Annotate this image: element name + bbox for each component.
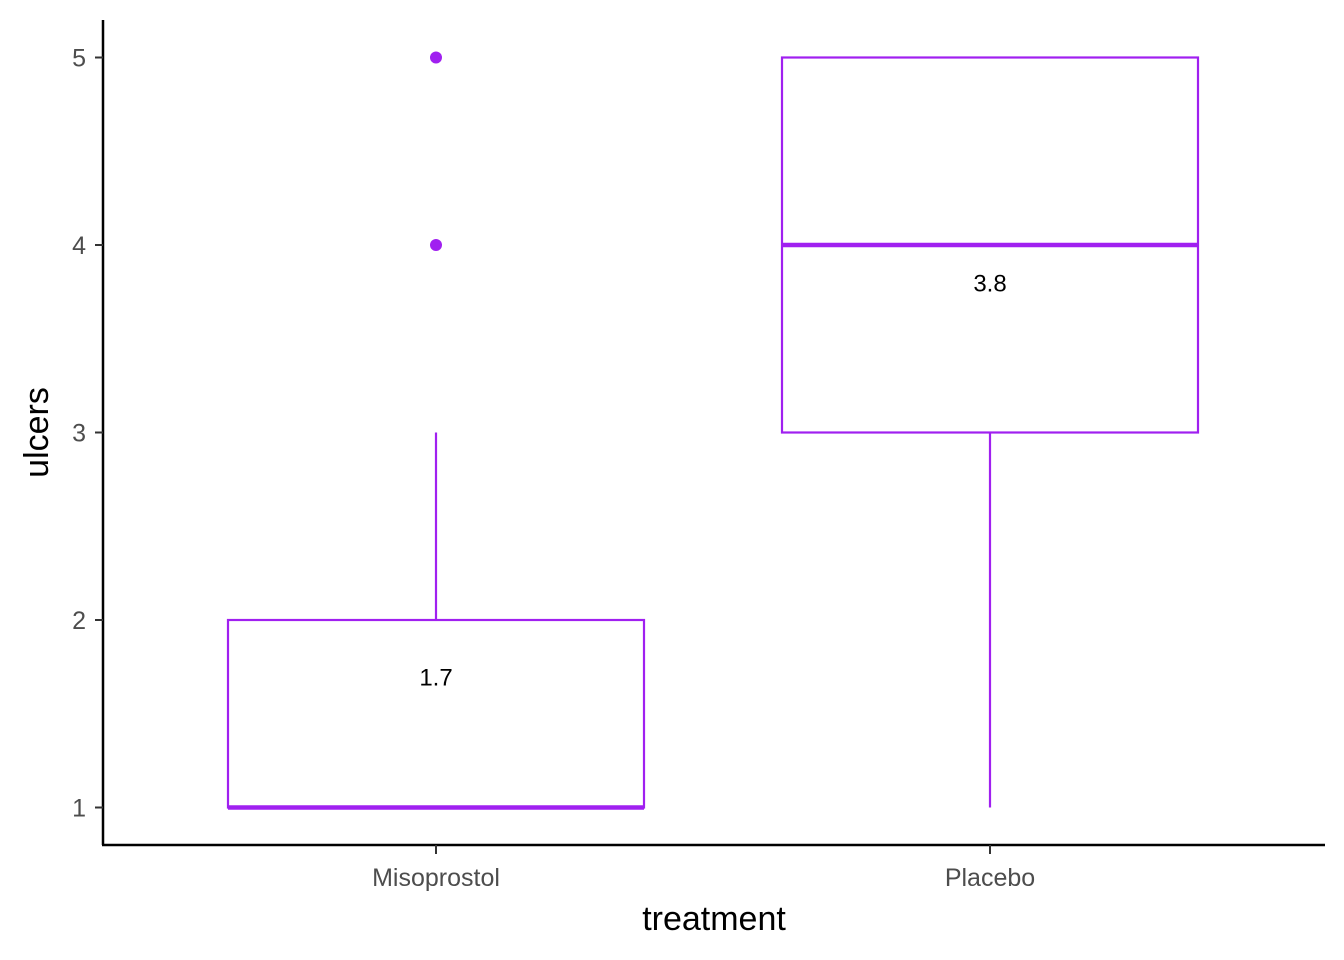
box-iqr bbox=[226, 618, 646, 809]
x-axis-ticks: Misoprostol Placebo bbox=[372, 845, 1035, 892]
y-tick-label: 2 bbox=[72, 607, 86, 635]
y-tick-label: 3 bbox=[72, 420, 86, 448]
x-tick-label: Placebo bbox=[945, 864, 1035, 892]
box-group-placebo: 3.8 bbox=[780, 56, 1200, 808]
y-axis-title: ulcers bbox=[18, 387, 56, 478]
y-tick-label: 5 bbox=[72, 45, 86, 73]
box-group-misoprostol: 1.7 bbox=[226, 51, 646, 810]
outlier-point bbox=[430, 51, 442, 64]
outlier-point bbox=[430, 239, 442, 251]
mean-label: 3.8 bbox=[973, 271, 1006, 298]
x-axis-title: treatment bbox=[642, 900, 786, 938]
y-tick-label: 1 bbox=[72, 795, 86, 823]
mean-label: 1.7 bbox=[419, 664, 452, 691]
x-tick-label: Misoprostol bbox=[372, 864, 500, 892]
y-tick-label: 4 bbox=[72, 232, 86, 260]
plot-area: 1.7 3.8 bbox=[226, 51, 1200, 810]
y-axis-ticks: 1 2 3 4 5 bbox=[72, 45, 103, 823]
